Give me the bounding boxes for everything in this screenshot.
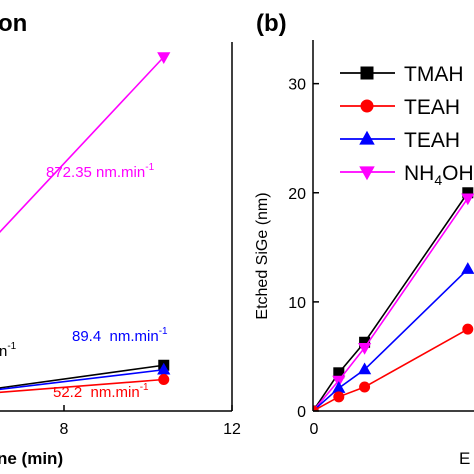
panel-a-x-axis-label: ne (min) <box>0 449 63 468</box>
legend-marker <box>359 166 375 181</box>
panel-b-y-axis-label: Etched SiGe (nm) <box>254 192 271 319</box>
legend-label: NH4OH <box>404 162 474 188</box>
panel-b-y-ticks: 0 10 20 30 <box>288 77 319 421</box>
annotation-blue-rate: 89.4 nm.min-1 <box>72 326 168 345</box>
panel-b-legend: TMAH TEAH TEAH NH4OH <box>340 63 474 188</box>
annotation-red-rate: 52.2 nm.min-1 <box>53 382 149 401</box>
legend-marker <box>360 99 374 113</box>
y-tick-label: 30 <box>288 77 306 94</box>
y-tick-label: 0 <box>297 404 306 421</box>
data-point <box>462 323 474 335</box>
data-point <box>357 342 372 355</box>
panel-b-x-tick-label: 0 <box>310 421 319 438</box>
panel-b-x-axis-label: E <box>459 449 470 468</box>
panel-b-label: (b) <box>256 10 287 37</box>
panel-a-x-tick-label: 8 <box>60 421 69 438</box>
y-tick-label: 10 <box>288 295 306 312</box>
data-point <box>333 391 345 403</box>
data-point <box>332 381 346 393</box>
panel-a-title: on <box>0 10 27 37</box>
series-line <box>313 192 469 411</box>
panel-a-x-tick-label: 12 <box>223 421 241 438</box>
panel-a: on 8 12 ne (min) 872.35 nm.min-1 89.4 nm… <box>0 10 241 468</box>
data-point <box>461 262 474 274</box>
series-line <box>313 197 469 411</box>
y-tick-label: 20 <box>288 186 306 203</box>
panel-a-series-group <box>0 52 171 394</box>
legend-items: TMAH TEAH TEAH NH4OH <box>340 63 474 188</box>
series-line <box>0 368 164 391</box>
legend-marker <box>359 130 375 145</box>
series-line <box>0 56 165 234</box>
data-point <box>157 52 171 65</box>
data-point <box>158 374 170 385</box>
series-line <box>0 378 164 394</box>
legend-label: TEAH <box>404 129 460 152</box>
data-point <box>359 381 371 393</box>
data-point <box>461 193 474 206</box>
data-point <box>313 405 319 411</box>
series-line <box>313 328 469 411</box>
annotation-ammonium-rate: 872.35 nm.min-1 <box>46 162 155 181</box>
panel-b: (b) Etched SiGe (nm) 0 10 20 30 0 E TMAH TEA… <box>254 10 474 468</box>
legend-label: TMAH <box>404 63 464 86</box>
legend-label: TEAH <box>404 96 460 119</box>
legend-marker <box>360 66 374 80</box>
series-line <box>313 268 469 411</box>
panel-b-series-group <box>313 187 474 411</box>
annotation-black-rate: n-1 <box>0 341 17 360</box>
series-line <box>0 364 164 389</box>
data-point <box>357 362 372 375</box>
